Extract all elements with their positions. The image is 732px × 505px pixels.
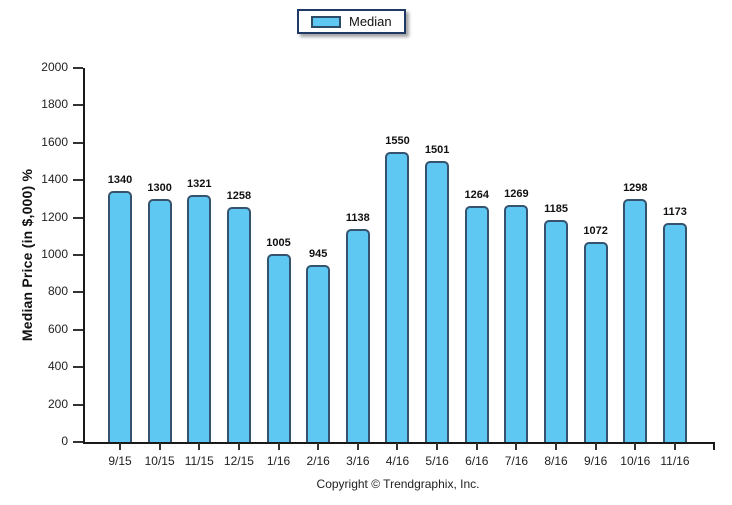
x-tick: [515, 443, 518, 450]
y-tick: [73, 141, 83, 144]
x-tick-label: 11/15: [184, 454, 214, 468]
bar-9-16: [583, 241, 608, 442]
y-tick: [73, 104, 83, 107]
x-tick-label: 10/15: [144, 454, 175, 468]
legend-median-swatch: [311, 15, 341, 28]
bar-value-label: 1298: [623, 182, 648, 195]
y-tick: [73, 179, 83, 182]
x-tick: [673, 443, 676, 450]
y-tick: [73, 67, 83, 69]
bar-1-16: [266, 254, 291, 442]
x-axis-line: [83, 442, 715, 444]
y-tick: [73, 441, 83, 443]
x-tick-label: 12/15: [223, 454, 254, 468]
x-tick-label: 11/16: [660, 454, 690, 468]
bar-value-label: 1550: [385, 135, 410, 148]
bar-value-label: 1072: [583, 224, 608, 237]
x-tick-label: 7/16: [504, 454, 529, 468]
bar-9-15: [108, 191, 132, 442]
y-tick: [73, 403, 83, 406]
y-tick-label: 0: [61, 434, 68, 448]
x-tick: [436, 443, 439, 450]
y-tick-label: 1000: [41, 247, 68, 261]
x-tick: [396, 443, 399, 450]
bar-value-label: 1300: [147, 181, 172, 194]
bar-10-16: [623, 199, 648, 442]
y-tick-label: 200: [47, 396, 68, 411]
bar-11-16: [662, 222, 687, 442]
bar-value-label: 1185: [544, 203, 568, 216]
x-tick: [198, 443, 201, 450]
x-tick-label: 10/16: [620, 454, 651, 468]
x-tick: [317, 443, 320, 450]
x-tick-label: 9/16: [583, 454, 608, 468]
legend-median-label: Median: [349, 14, 392, 29]
y-axis-line: [83, 68, 85, 444]
bar-8-16: [544, 220, 569, 442]
x-tick-label: 3/16: [346, 454, 370, 468]
plot-area: 0 200 400 600 800 1000 1200 1400 1600 1800 2000 134…: [41, 60, 715, 468]
x-tick-label: 9/15: [108, 454, 132, 468]
x-tick-label: 4/16: [385, 454, 410, 468]
chart-legend: Median: [297, 9, 406, 34]
x-tick: [594, 443, 597, 450]
x-tick: [475, 443, 478, 450]
x-tick: [237, 443, 240, 450]
x-tick: [555, 443, 558, 450]
bar-5-16: [425, 161, 450, 442]
bar-2-16: [306, 265, 331, 442]
x-tick: [634, 443, 637, 450]
y-tick-label: 2000: [41, 60, 68, 74]
y-tick: [73, 366, 83, 369]
y-tick-label: 1200: [41, 209, 68, 224]
x-tick: [277, 443, 280, 450]
y-tick: [73, 216, 83, 219]
x-tick: [158, 443, 161, 450]
y-tick-label: 600: [47, 321, 68, 336]
y-tick: [73, 328, 83, 331]
copyright-text: Copyright © Trendgraphix, Inc.: [316, 477, 480, 491]
x-axis-end-tick: [713, 442, 715, 450]
bar-value-label: 1269: [504, 187, 529, 200]
x-tick-label: 2/16: [306, 454, 330, 468]
y-tick-label: 400: [47, 359, 68, 374]
bar-6-16: [464, 205, 489, 442]
bar-value-label: 1258: [226, 189, 252, 202]
bar-12-15: [226, 206, 251, 442]
y-tick-label: 800: [47, 284, 68, 299]
x-tick-label: 8/16: [544, 454, 568, 468]
bar-value-label: 1340: [107, 174, 133, 187]
bar-value-label: 1321: [187, 177, 212, 190]
x-tick-label: 1/16: [266, 454, 291, 468]
y-tick-label: 1600: [41, 134, 68, 149]
y-tick-label: 1800: [41, 97, 68, 112]
x-tick-label: 5/16: [425, 454, 449, 468]
bar-value-label: 1005: [266, 237, 291, 250]
y-tick-label: 1400: [41, 172, 68, 187]
bar-4-16: [385, 152, 410, 442]
bar-value-label: 1138: [345, 212, 370, 225]
bar-3-16: [345, 229, 370, 442]
bar-10-15: [147, 198, 172, 442]
x-tick: [356, 443, 359, 450]
bar-7-16: [504, 204, 529, 442]
bar-value-label: 945: [309, 248, 328, 261]
x-tick-label: 6/16: [465, 454, 489, 468]
bar-value-label: 1264: [464, 188, 489, 201]
y-tick: [73, 254, 83, 256]
bar-value-label: 1501: [424, 144, 450, 157]
y-tick: [73, 291, 83, 294]
x-tick: [119, 443, 121, 450]
bar-value-label: 1173: [663, 205, 687, 218]
bar-11-15: [187, 194, 212, 442]
